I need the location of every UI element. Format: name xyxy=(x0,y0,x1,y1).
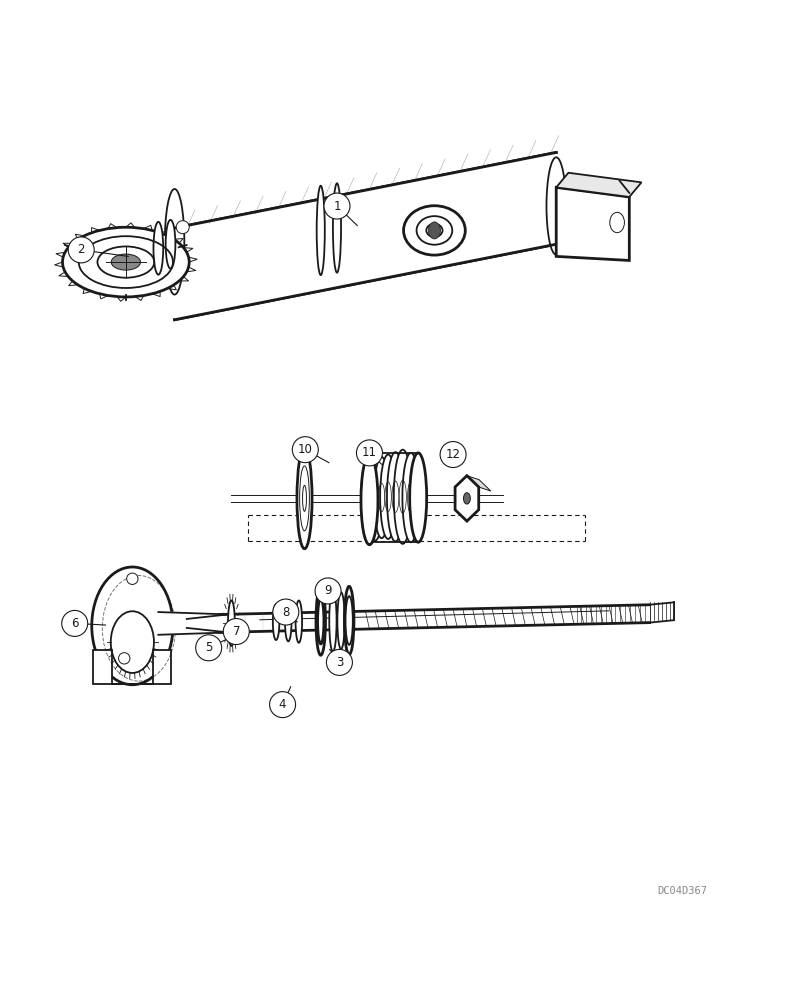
Ellipse shape xyxy=(367,456,383,541)
Ellipse shape xyxy=(62,227,189,297)
Ellipse shape xyxy=(272,604,279,640)
Polygon shape xyxy=(454,476,478,521)
Text: 3: 3 xyxy=(335,656,343,669)
Polygon shape xyxy=(187,614,227,632)
Ellipse shape xyxy=(315,587,325,655)
Ellipse shape xyxy=(410,458,425,539)
Ellipse shape xyxy=(111,254,140,270)
Ellipse shape xyxy=(546,157,565,255)
Ellipse shape xyxy=(228,600,234,646)
Ellipse shape xyxy=(393,450,411,544)
Polygon shape xyxy=(174,152,556,320)
Circle shape xyxy=(269,692,295,718)
Ellipse shape xyxy=(165,220,175,269)
Ellipse shape xyxy=(297,448,311,549)
Polygon shape xyxy=(93,650,171,684)
Text: DC04D367: DC04D367 xyxy=(656,886,706,896)
Circle shape xyxy=(127,573,138,584)
Text: 9: 9 xyxy=(324,584,332,597)
Circle shape xyxy=(324,193,350,219)
Polygon shape xyxy=(556,173,641,197)
Ellipse shape xyxy=(285,602,291,641)
Circle shape xyxy=(440,442,466,468)
Text: 6: 6 xyxy=(71,617,79,630)
Circle shape xyxy=(315,578,341,604)
Ellipse shape xyxy=(165,189,184,295)
Ellipse shape xyxy=(153,222,163,275)
Ellipse shape xyxy=(373,457,388,538)
Ellipse shape xyxy=(329,590,336,652)
Circle shape xyxy=(223,619,249,645)
Ellipse shape xyxy=(316,186,324,275)
Polygon shape xyxy=(466,476,491,491)
Text: 1: 1 xyxy=(333,200,341,213)
Text: 7: 7 xyxy=(232,625,240,638)
Ellipse shape xyxy=(402,453,418,542)
Ellipse shape xyxy=(92,567,173,685)
Ellipse shape xyxy=(609,212,624,233)
Ellipse shape xyxy=(380,455,396,539)
Polygon shape xyxy=(556,187,629,260)
Text: 8: 8 xyxy=(281,606,290,619)
Circle shape xyxy=(118,653,130,664)
Text: 4: 4 xyxy=(278,698,286,711)
Ellipse shape xyxy=(428,222,440,239)
Ellipse shape xyxy=(345,596,352,645)
Text: 5: 5 xyxy=(204,641,212,654)
Ellipse shape xyxy=(410,453,426,542)
Ellipse shape xyxy=(333,183,341,273)
Circle shape xyxy=(272,599,298,625)
Ellipse shape xyxy=(295,601,302,643)
Text: 10: 10 xyxy=(298,443,312,456)
Text: 12: 12 xyxy=(445,448,460,461)
Circle shape xyxy=(326,649,352,675)
Circle shape xyxy=(62,610,88,636)
Ellipse shape xyxy=(463,493,470,504)
Polygon shape xyxy=(219,605,649,632)
Text: 2: 2 xyxy=(77,243,85,256)
Ellipse shape xyxy=(317,598,324,644)
Circle shape xyxy=(68,237,94,263)
Polygon shape xyxy=(158,612,231,635)
Ellipse shape xyxy=(387,452,403,541)
Ellipse shape xyxy=(337,592,344,649)
Circle shape xyxy=(292,437,318,463)
Ellipse shape xyxy=(361,455,377,545)
Circle shape xyxy=(195,635,221,661)
Circle shape xyxy=(356,440,382,466)
Circle shape xyxy=(176,221,189,234)
Ellipse shape xyxy=(361,455,377,545)
Text: 11: 11 xyxy=(362,446,376,459)
